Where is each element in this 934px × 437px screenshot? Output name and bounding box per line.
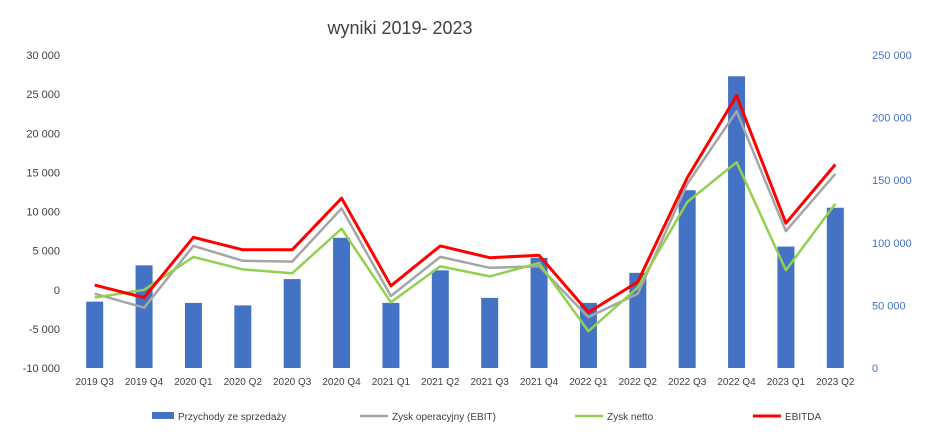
bar — [728, 76, 746, 368]
bar — [777, 246, 795, 368]
bar — [184, 302, 202, 368]
bar — [234, 305, 252, 368]
x-axis-tick: 2023 Q2 — [816, 377, 855, 388]
x-axis-tick: 2022 Q4 — [717, 377, 756, 388]
x-axis-tick: 2022 Q1 — [569, 377, 608, 388]
x-axis-tick: 2019 Q4 — [125, 377, 164, 388]
left-axis-tick: 10 000 — [26, 207, 60, 219]
bar — [135, 265, 153, 368]
left-axis-tick: -5 000 — [29, 324, 60, 336]
left-axis-tick: 25 000 — [26, 89, 60, 101]
right-axis-tick: 200 000 — [872, 113, 912, 125]
bar — [481, 297, 499, 368]
bar — [431, 270, 449, 368]
left-axis-tick: 30 000 — [26, 50, 60, 62]
x-axis-tick: 2019 Q3 — [76, 377, 115, 388]
series-line — [94, 110, 837, 319]
right-axis-tick: 150 000 — [872, 175, 912, 187]
legend-label: Zysk operacyjny (EBIT) — [392, 412, 496, 423]
legend-label: Przychody ze sprzedaży — [178, 412, 286, 423]
bar — [678, 190, 696, 368]
bar — [283, 279, 301, 368]
x-axis-tick: 2020 Q3 — [273, 377, 312, 388]
x-axis-tick: 2020 Q4 — [322, 377, 361, 388]
series-line — [94, 160, 837, 333]
right-axis-tick: 50 000 — [872, 300, 906, 312]
x-axis-tick: 2021 Q2 — [421, 377, 460, 388]
x-axis-tick: 2022 Q2 — [619, 377, 658, 388]
x-axis-tick: 2023 Q1 — [767, 377, 806, 388]
series-line — [94, 94, 837, 314]
left-axis: -10 000 -5 000 0 5 000 10 000 15 000 20 000 25 … — [23, 50, 60, 375]
line-series — [94, 94, 837, 333]
legend-label: Zysk netto — [607, 412, 654, 423]
x-axis-tick: 2021 Q3 — [471, 377, 510, 388]
right-axis-tick: 250 000 — [872, 50, 912, 62]
x-axis-tick: 2021 Q1 — [372, 377, 411, 388]
bar — [826, 207, 844, 368]
left-axis-tick: -10 000 — [23, 363, 60, 375]
left-axis-tick: 0 — [54, 285, 60, 297]
bar-series — [86, 76, 844, 368]
right-axis: 0 50 000 100 000 150 000 200 000 250 000 — [872, 50, 912, 375]
left-axis-tick: 20 000 — [26, 128, 60, 140]
x-axis-tick: 2020 Q1 — [174, 377, 213, 388]
x-axis-tick: 2022 Q3 — [668, 377, 707, 388]
bar — [382, 302, 400, 368]
bar — [530, 257, 548, 368]
legend-label: EBITDA — [785, 412, 821, 423]
legend-swatch — [152, 412, 174, 419]
bar — [333, 237, 351, 368]
left-axis-tick: 5 000 — [32, 246, 60, 258]
x-axis-tick: 2020 Q2 — [224, 377, 263, 388]
bar — [86, 301, 104, 368]
chart-title: wyniki 2019- 2023 — [326, 18, 472, 38]
x-axis-tick: 2021 Q4 — [520, 377, 559, 388]
legend: Przychody ze sprzedaży Zysk operacyjny (E… — [152, 412, 821, 423]
right-axis-tick: 100 000 — [872, 238, 912, 250]
left-axis-tick: 15 000 — [26, 167, 60, 179]
x-axis: 2019 Q3 2019 Q4 2020 Q1 2020 Q2 2020 Q3 2020 … — [76, 377, 855, 388]
bar — [579, 302, 597, 368]
right-axis-tick: 0 — [872, 363, 878, 375]
